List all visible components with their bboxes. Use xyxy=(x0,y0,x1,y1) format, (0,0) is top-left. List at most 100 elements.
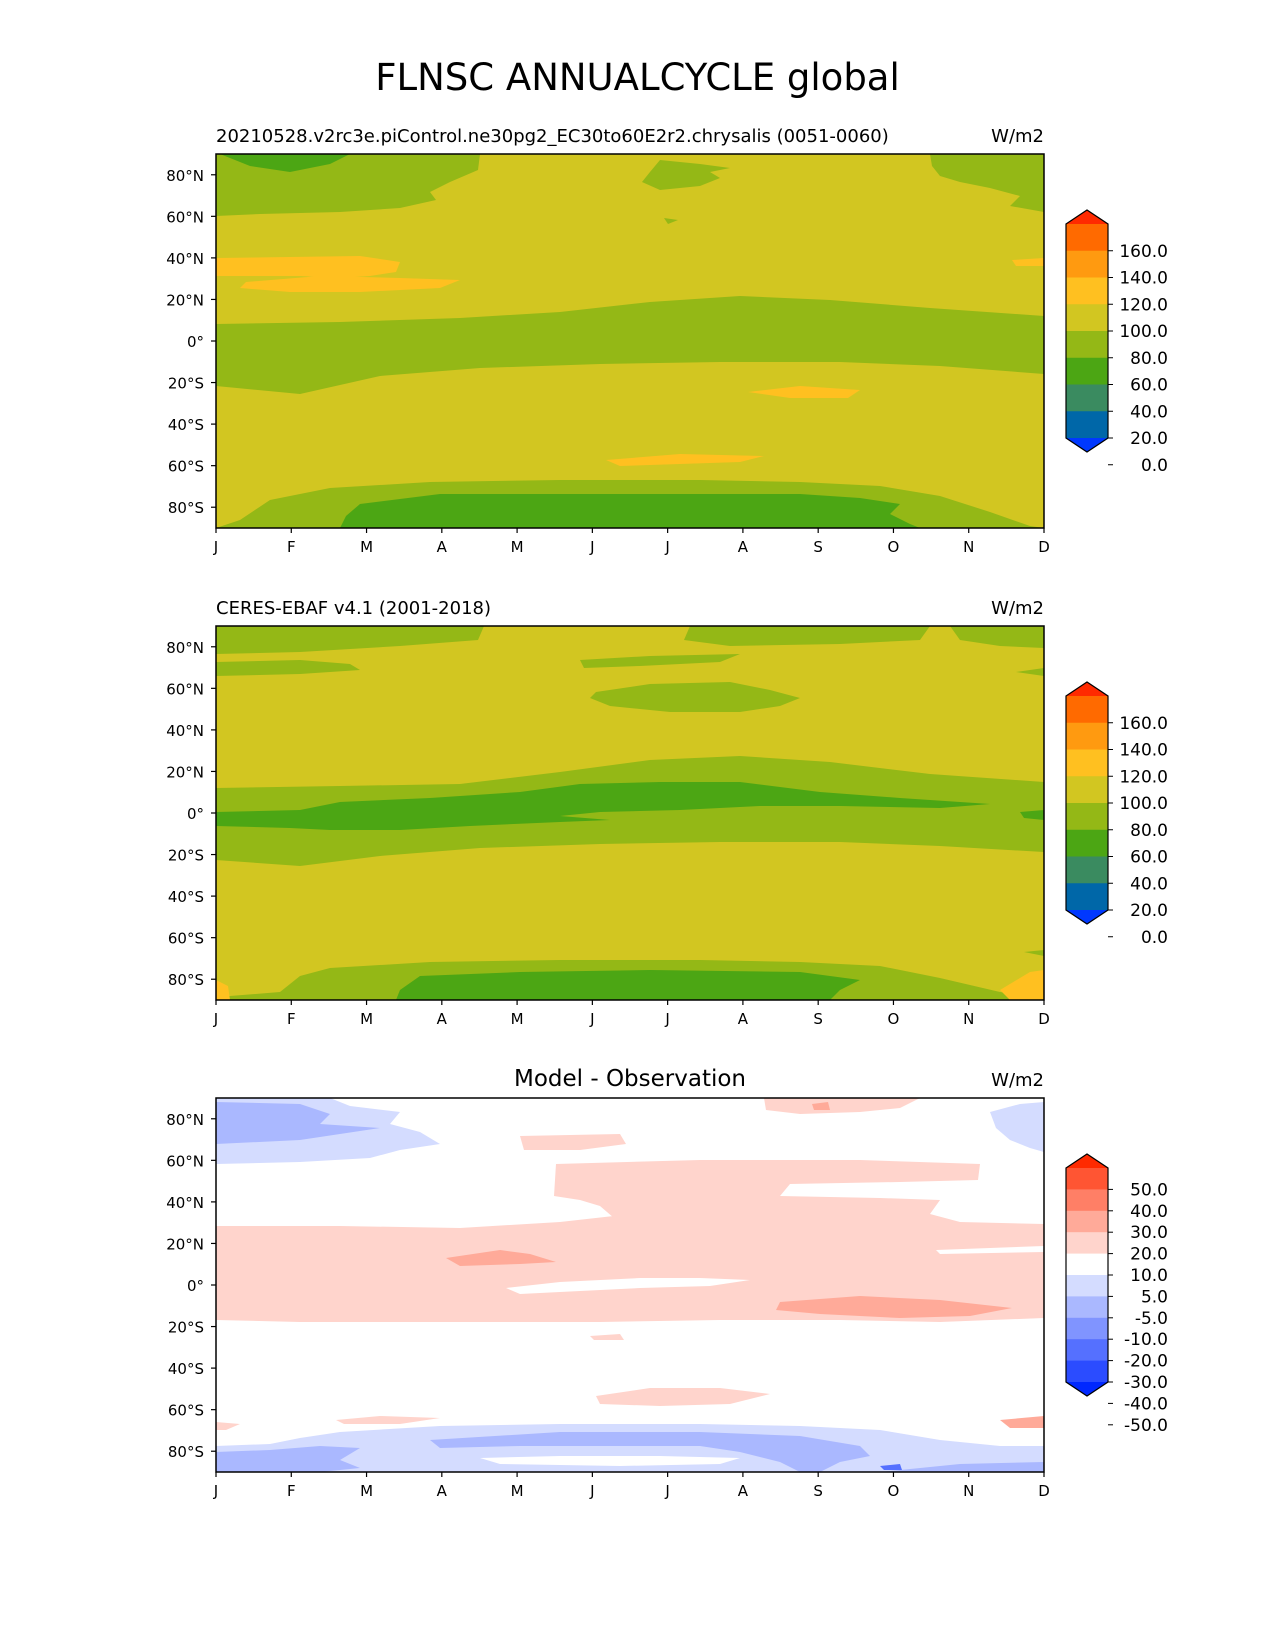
y-tick-label: 0° xyxy=(187,333,204,351)
colorbar-band xyxy=(1066,1168,1108,1190)
colorbar-extend-min xyxy=(1066,438,1108,452)
x-tick-label: S xyxy=(813,538,823,556)
x-tick-label: F xyxy=(287,1482,296,1500)
y-tick-label: 80°S xyxy=(168,499,204,517)
colorbar-label: -5.0 xyxy=(1135,1309,1168,1329)
y-tick-label: 40°N xyxy=(166,722,204,740)
colorbar-band xyxy=(1066,331,1108,359)
colorbar-label: 30.0 xyxy=(1130,1223,1168,1243)
y-tick-label: 40°S xyxy=(168,888,204,906)
colorbar-label: 50.0 xyxy=(1130,1180,1168,1200)
figure-title: FLNSC ANNUALCYCLE global xyxy=(375,56,900,99)
x-tick-label: J xyxy=(664,1482,669,1500)
y-tick-label: 80°S xyxy=(168,1443,204,1461)
colorbar-label: 0.0 xyxy=(1141,456,1168,476)
x-tick-label: S xyxy=(813,1482,823,1500)
colorbar-label: 160.0 xyxy=(1119,242,1168,262)
panel-obs-title: CERES-EBAF v4.1 (2001-2018) xyxy=(216,598,491,619)
colorbar-label: 40.0 xyxy=(1130,402,1168,422)
x-tick-label: J xyxy=(664,1010,669,1028)
panel-diff-units: W/m2 xyxy=(991,1070,1044,1091)
colorbar-band xyxy=(1066,883,1108,911)
colorbar-label: 0.0 xyxy=(1141,928,1168,948)
y-tick-label: 80°N xyxy=(166,1111,204,1129)
colorbar-label: 160.0 xyxy=(1119,714,1168,734)
y-tick-label: 20°N xyxy=(166,291,204,309)
y-tick-label: 40°N xyxy=(166,1194,204,1212)
y-tick-label: 60°N xyxy=(166,208,204,226)
colorbar-label: 60.0 xyxy=(1130,848,1168,868)
y-tick-label: 60°N xyxy=(166,680,204,698)
colorbar-band xyxy=(1066,803,1108,831)
x-tick-label: A xyxy=(738,1482,749,1500)
colorbar-band xyxy=(1066,277,1108,305)
y-tick-label: 20°N xyxy=(166,763,204,781)
x-tick-label: N xyxy=(963,538,974,556)
y-tick-label: 60°S xyxy=(168,1402,204,1420)
colorbar-label: 120.0 xyxy=(1119,767,1168,787)
colorbar-band xyxy=(1066,357,1108,385)
colorbar-label: 120.0 xyxy=(1119,295,1168,315)
colorbar-extend-max xyxy=(1066,682,1108,696)
colorbar-label: 10.0 xyxy=(1130,1266,1168,1286)
colorbar-label: 80.0 xyxy=(1130,821,1168,841)
colorbar-band xyxy=(1066,224,1108,252)
y-tick-label: 20°S xyxy=(168,847,204,865)
x-tick-label: S xyxy=(813,1010,823,1028)
x-tick-label: D xyxy=(1038,1010,1050,1028)
x-tick-label: J xyxy=(213,1482,218,1500)
colorbar-label: -10.0 xyxy=(1124,1330,1168,1350)
colorbar-band xyxy=(1066,1189,1108,1212)
colorbar-label: 140.0 xyxy=(1119,269,1168,289)
colorbar-band xyxy=(1066,776,1108,804)
x-tick-label: J xyxy=(589,538,594,556)
x-tick-label: A xyxy=(738,1010,749,1028)
colorbar-band xyxy=(1066,1232,1108,1255)
y-tick-label: 80°S xyxy=(168,971,204,989)
y-tick-label: 60°N xyxy=(166,1152,204,1170)
colorbar-label: 40.0 xyxy=(1130,1202,1168,1222)
panel-diff-field xyxy=(216,1098,1044,1472)
x-tick-label: A xyxy=(437,538,448,556)
x-tick-label: M xyxy=(360,1482,373,1500)
colorbar-label: 20.0 xyxy=(1130,1245,1168,1265)
colorbar-label: -20.0 xyxy=(1124,1352,1168,1372)
panel-diff: Model - Observation W/m2 xyxy=(166,1066,1168,1500)
y-tick-label: 40°S xyxy=(168,1360,204,1378)
colorbar-band xyxy=(1066,1317,1108,1340)
y-tick-label: 20°S xyxy=(168,375,204,393)
colorbar-band xyxy=(1066,829,1108,857)
colorbar-label: 80.0 xyxy=(1130,349,1168,369)
colorbar-band xyxy=(1066,304,1108,332)
y-tick-label: 40°S xyxy=(168,416,204,434)
x-tick-label: F xyxy=(287,538,296,556)
panel-model-title: 20210528.v2rc3e.piControl.ne30pg2_EC30to… xyxy=(216,126,889,147)
panel-diff-title: Model - Observation xyxy=(514,1066,746,1092)
colorbar-label: 5.0 xyxy=(1141,1287,1168,1307)
colorbar-label: -30.0 xyxy=(1124,1373,1168,1393)
x-tick-label: A xyxy=(738,538,749,556)
x-tick-label: N xyxy=(963,1010,974,1028)
panel-model-field xyxy=(216,154,1044,528)
colorbar-band xyxy=(1066,1253,1108,1276)
y-tick-label: 60°S xyxy=(168,458,204,476)
colorbar-band xyxy=(1066,1339,1108,1362)
panel-model: 20210528.v2rc3e.piControl.ne30pg2_EC30to… xyxy=(166,126,1168,556)
panel-obs-field xyxy=(216,626,1044,1000)
x-tick-label: M xyxy=(511,1482,524,1500)
y-tick-label: 0° xyxy=(187,805,204,823)
colorbar-extend-min xyxy=(1066,910,1108,924)
colorbar-band xyxy=(1066,1296,1108,1319)
colorbar-band xyxy=(1066,856,1108,884)
colorbar-band xyxy=(1066,384,1108,412)
colorbar-extend-min xyxy=(1066,1382,1108,1396)
colorbar-band xyxy=(1066,749,1108,777)
colorbar-label: -40.0 xyxy=(1124,1394,1168,1414)
x-tick-label: F xyxy=(287,1010,296,1028)
x-tick-label: J xyxy=(213,538,218,556)
panel-model-units: W/m2 xyxy=(991,126,1044,147)
colorbar-label: 140.0 xyxy=(1119,741,1168,761)
x-tick-label: M xyxy=(511,1010,524,1028)
x-tick-label: J xyxy=(589,1010,594,1028)
